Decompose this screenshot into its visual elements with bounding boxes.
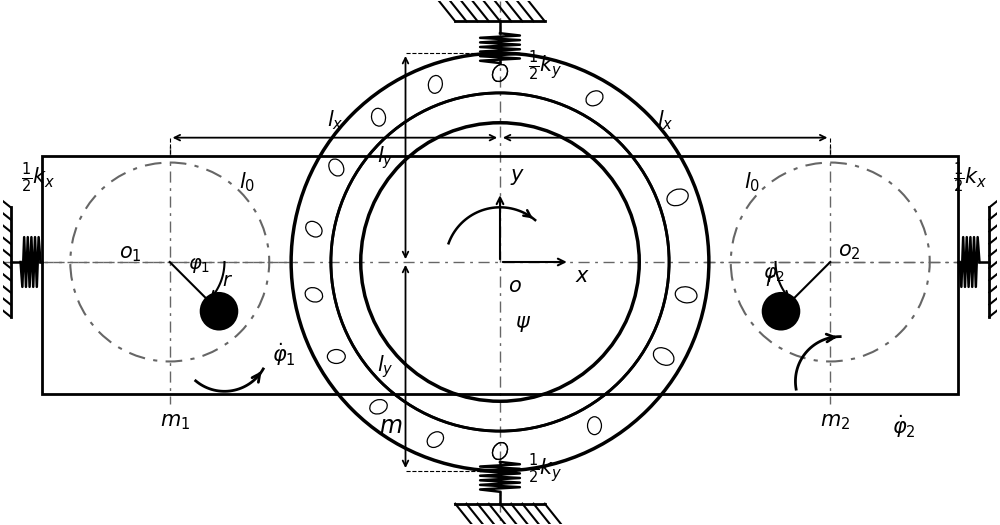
Text: $l_y$: $l_y$ (377, 353, 394, 380)
Text: $m_2$: $m_2$ (820, 412, 850, 432)
Text: $l_x$: $l_x$ (657, 108, 673, 132)
Text: $r$: $r$ (222, 271, 233, 290)
Circle shape (201, 293, 237, 329)
Text: $\varphi_2$: $\varphi_2$ (763, 265, 785, 284)
Text: $\frac{1}{2}k_x$: $\frac{1}{2}k_x$ (21, 160, 55, 195)
Text: $l_x$: $l_x$ (327, 108, 343, 132)
Bar (42, 155, 958, 394)
Text: $r$: $r$ (765, 271, 776, 290)
Text: $m_1$: $m_1$ (160, 412, 190, 432)
Text: $\dot{\varphi}_2$: $\dot{\varphi}_2$ (892, 413, 916, 439)
Text: $\frac{1}{2}k_x$: $\frac{1}{2}k_x$ (953, 160, 987, 195)
Text: $m$: $m$ (379, 414, 402, 438)
Text: $o_1$: $o_1$ (119, 244, 142, 264)
Text: $y$: $y$ (510, 167, 525, 187)
Text: $\frac{1}{2}k_y$: $\frac{1}{2}k_y$ (528, 452, 563, 486)
Text: $o_2$: $o_2$ (838, 242, 861, 262)
Text: $x$: $x$ (575, 266, 590, 286)
Text: $\varphi_1$: $\varphi_1$ (188, 256, 210, 275)
Text: $\psi$: $\psi$ (515, 314, 531, 334)
Text: $o$: $o$ (508, 276, 522, 296)
Text: $l_0$: $l_0$ (744, 171, 761, 194)
Text: $\dot{\varphi}_1$: $\dot{\varphi}_1$ (272, 341, 296, 368)
Text: $\frac{1}{2}k_y$: $\frac{1}{2}k_y$ (528, 49, 563, 83)
Text: $l_0$: $l_0$ (239, 171, 256, 194)
Text: $l_y$: $l_y$ (377, 144, 394, 171)
Circle shape (763, 293, 799, 329)
